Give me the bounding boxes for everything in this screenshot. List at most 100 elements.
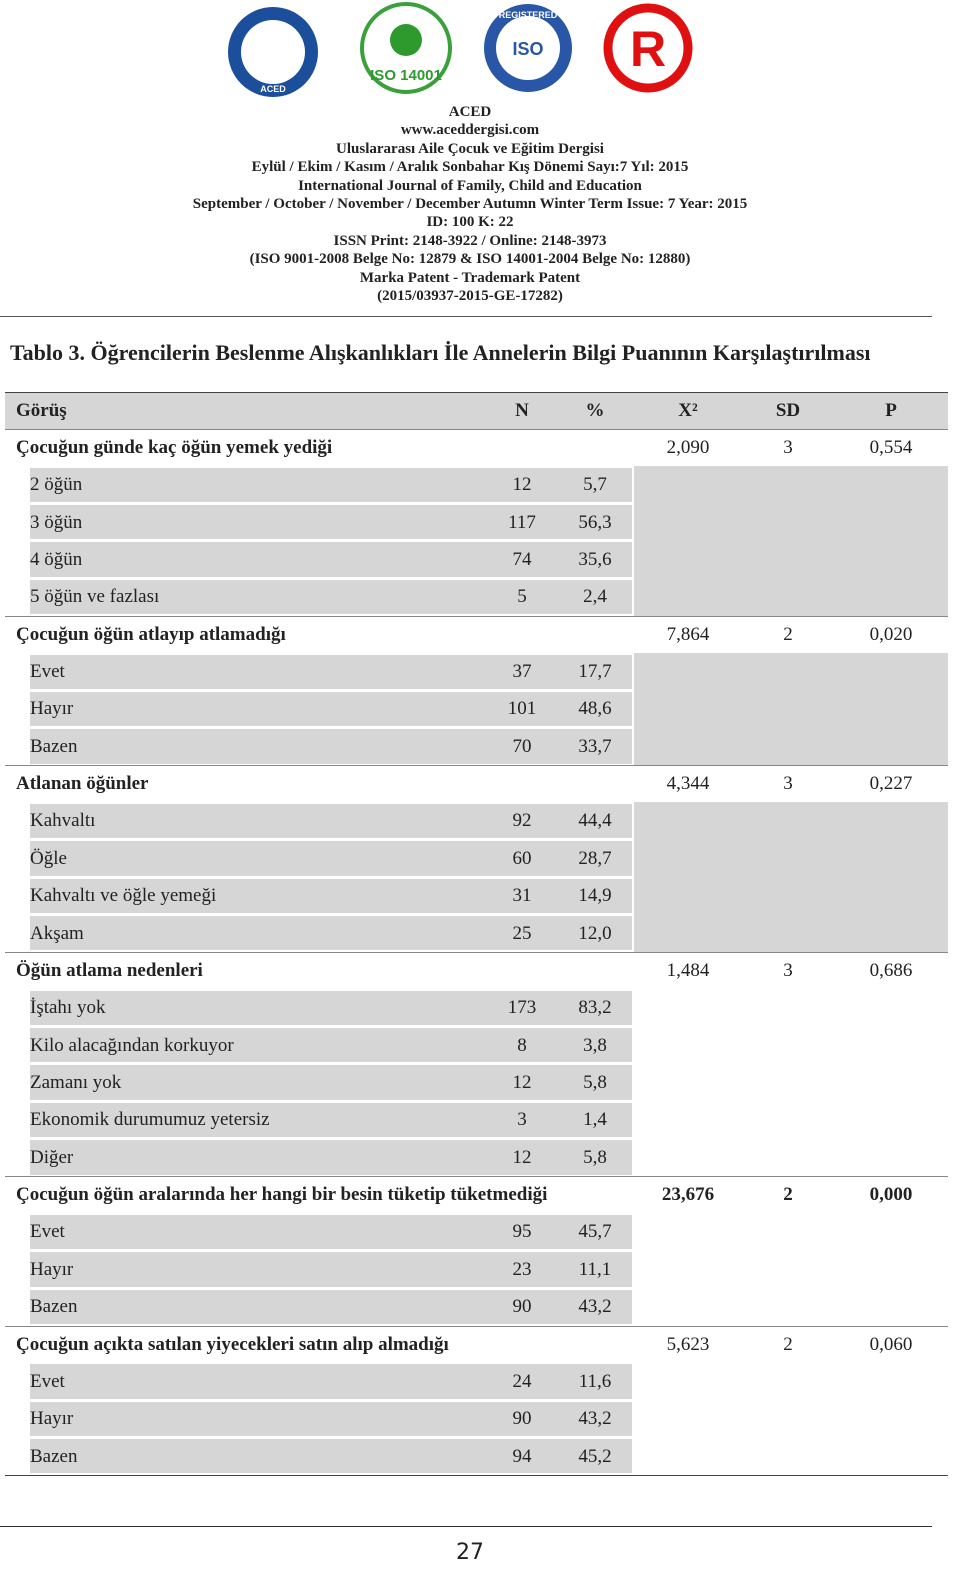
percent: 12,0: [578, 922, 612, 944]
n: 24: [512, 1370, 532, 1392]
sd: 2: [783, 1333, 793, 1355]
rule: [5, 1176, 948, 1178]
header-line: (2015/03937-2015-GE-17282): [377, 288, 563, 304]
n: 95: [512, 1221, 532, 1243]
n: 12: [512, 1146, 532, 1168]
percent: 56,3: [578, 511, 612, 533]
logo-text: R: [630, 21, 666, 77]
row-label: Evet: [30, 661, 65, 683]
chi-square: 7,864: [666, 623, 710, 645]
logo-text: REGISTERED: [499, 10, 558, 20]
p-value: 0,020: [869, 623, 913, 645]
row-label: 3 öğün: [30, 511, 83, 533]
group-label: Çocuğun açıkta satılan yiyecekleri satın…: [16, 1333, 449, 1355]
rule: [5, 951, 948, 953]
header-line: www.aceddergisi.com: [400, 122, 540, 139]
chi-square: 2,090: [666, 436, 710, 458]
row-label: 4 öğün: [30, 548, 83, 570]
row-label: Kilo alacağından korkuyor: [30, 1034, 234, 1056]
group-label: Atlanan öğünler: [16, 773, 149, 795]
group-label: Çocuğun öğün aralarında her hangi bir be…: [16, 1184, 548, 1206]
n: 3: [517, 1109, 527, 1131]
row-bg: [30, 1252, 632, 1287]
row-bg: [30, 1102, 632, 1138]
page-number: 27: [456, 1540, 484, 1565]
row-bg: [30, 1140, 632, 1175]
aced-logo-inner: [241, 20, 305, 84]
rule: [5, 391, 948, 393]
percent: 11,6: [578, 1370, 612, 1392]
row-bg: [30, 878, 632, 914]
header-line: Marka Patent - Trademark Patent: [359, 269, 581, 286]
chi-square: 5,623: [666, 1333, 710, 1355]
row-bg: [30, 579, 632, 615]
p-value: 0,060: [869, 1333, 913, 1355]
row-bg: [30, 916, 632, 951]
sd: 2: [783, 623, 793, 645]
row-bg: [30, 654, 632, 689]
percent: 43,2: [578, 1408, 612, 1430]
stats-bg: [634, 653, 948, 766]
n: 94: [512, 1445, 532, 1467]
percent: 5,8: [583, 1071, 607, 1093]
row-bg: [30, 1364, 632, 1399]
row-label: Hayır: [30, 698, 74, 720]
row-bg: [30, 1289, 632, 1324]
row-bg: [30, 1439, 632, 1474]
row-label: Ekonomik durumumuz yetersiz: [30, 1109, 270, 1131]
tree: [390, 24, 422, 56]
row-bg: [30, 1028, 632, 1063]
p-value: 0,227: [869, 773, 913, 795]
row-label: Öğle: [30, 847, 67, 869]
column-header: N: [515, 399, 529, 421]
p-value: 0,554: [869, 436, 913, 458]
chi-square: 1,484: [666, 959, 710, 981]
header-line: International Journal of Family, Child a…: [298, 177, 642, 194]
rule: [5, 1325, 948, 1327]
r-logo: [603, 3, 693, 93]
n: 12: [512, 474, 532, 496]
group-label: Çocuğun günde kaç öğün yemek yediği: [16, 436, 333, 458]
header-line: Uluslararası Aile Çocuk ve Eğitim Dergis…: [336, 140, 604, 157]
sd: 3: [783, 959, 793, 981]
row-bg: [30, 1214, 632, 1250]
row-label: Evet: [30, 1370, 65, 1392]
n: 12: [512, 1071, 532, 1093]
percent: 3,8: [583, 1034, 607, 1056]
n: 70: [512, 735, 532, 757]
percent: 45,7: [578, 1221, 612, 1243]
row-label: Bazen: [30, 1296, 78, 1318]
n: 8: [517, 1034, 527, 1056]
header-line: (ISO 9001-2008 Belge No: 12879 & ISO 140…: [249, 251, 691, 268]
header-bg: [5, 391, 948, 429]
stats-bg: [634, 466, 948, 616]
percent: 43,2: [578, 1296, 612, 1318]
n: 31: [512, 885, 532, 907]
percent: 5,7: [583, 474, 607, 496]
row-label: Akşam: [30, 922, 84, 944]
row-bg: [30, 841, 632, 876]
percent: 33,7: [578, 735, 612, 757]
row-bg: [30, 691, 632, 727]
rule: [5, 615, 948, 617]
row-bg: [30, 467, 632, 503]
logos: ACED ISO 14001 REGISTERED ISO R: [228, 2, 693, 97]
n: 60: [512, 847, 532, 869]
percent: 28,7: [578, 847, 612, 869]
row-bg: [30, 505, 632, 540]
row-label: Bazen: [30, 735, 78, 757]
row-bg: [30, 990, 632, 1026]
percent: 2,4: [583, 586, 607, 608]
row-bg: [30, 729, 632, 764]
row-label: Hayır: [30, 1258, 74, 1280]
row-label: Diğer: [30, 1146, 74, 1168]
header-line: ISSN Print: 2148-3922 / Online: 2148-397…: [333, 232, 607, 249]
n: 5: [517, 586, 527, 608]
percent: 35,6: [578, 548, 612, 570]
column-header: X²: [678, 399, 698, 421]
rule: [0, 316, 932, 317]
group-label: Öğün atlama nedenleri: [16, 959, 203, 981]
n: 74: [512, 548, 532, 570]
n: 117: [508, 511, 536, 533]
n: 25: [512, 922, 532, 944]
